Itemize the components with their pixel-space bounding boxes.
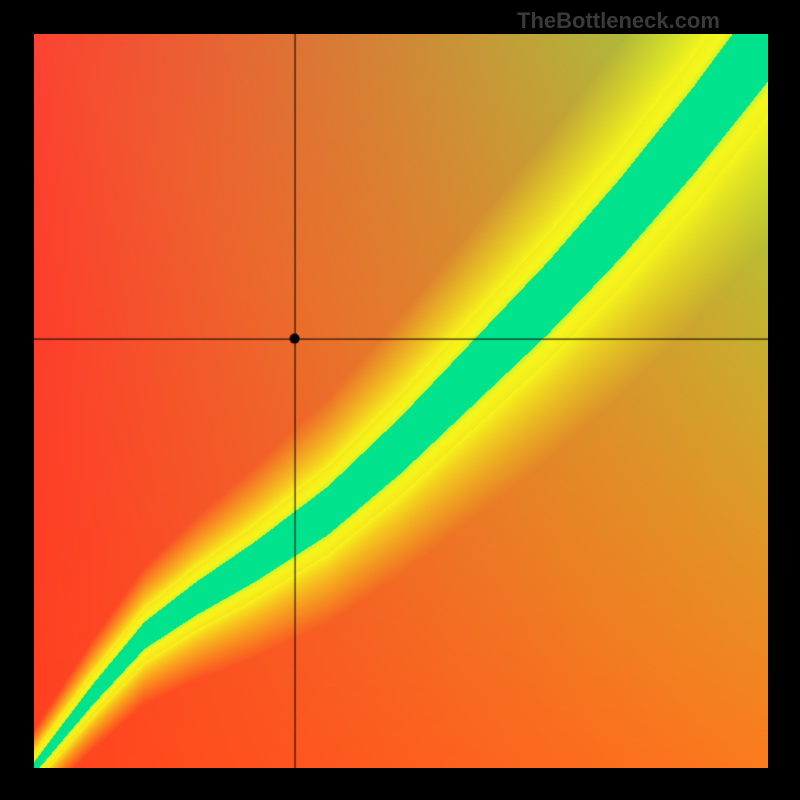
watermark-text: TheBottleneck.com bbox=[517, 8, 720, 34]
heatmap-canvas bbox=[34, 34, 768, 768]
heatmap-plot bbox=[34, 34, 768, 768]
